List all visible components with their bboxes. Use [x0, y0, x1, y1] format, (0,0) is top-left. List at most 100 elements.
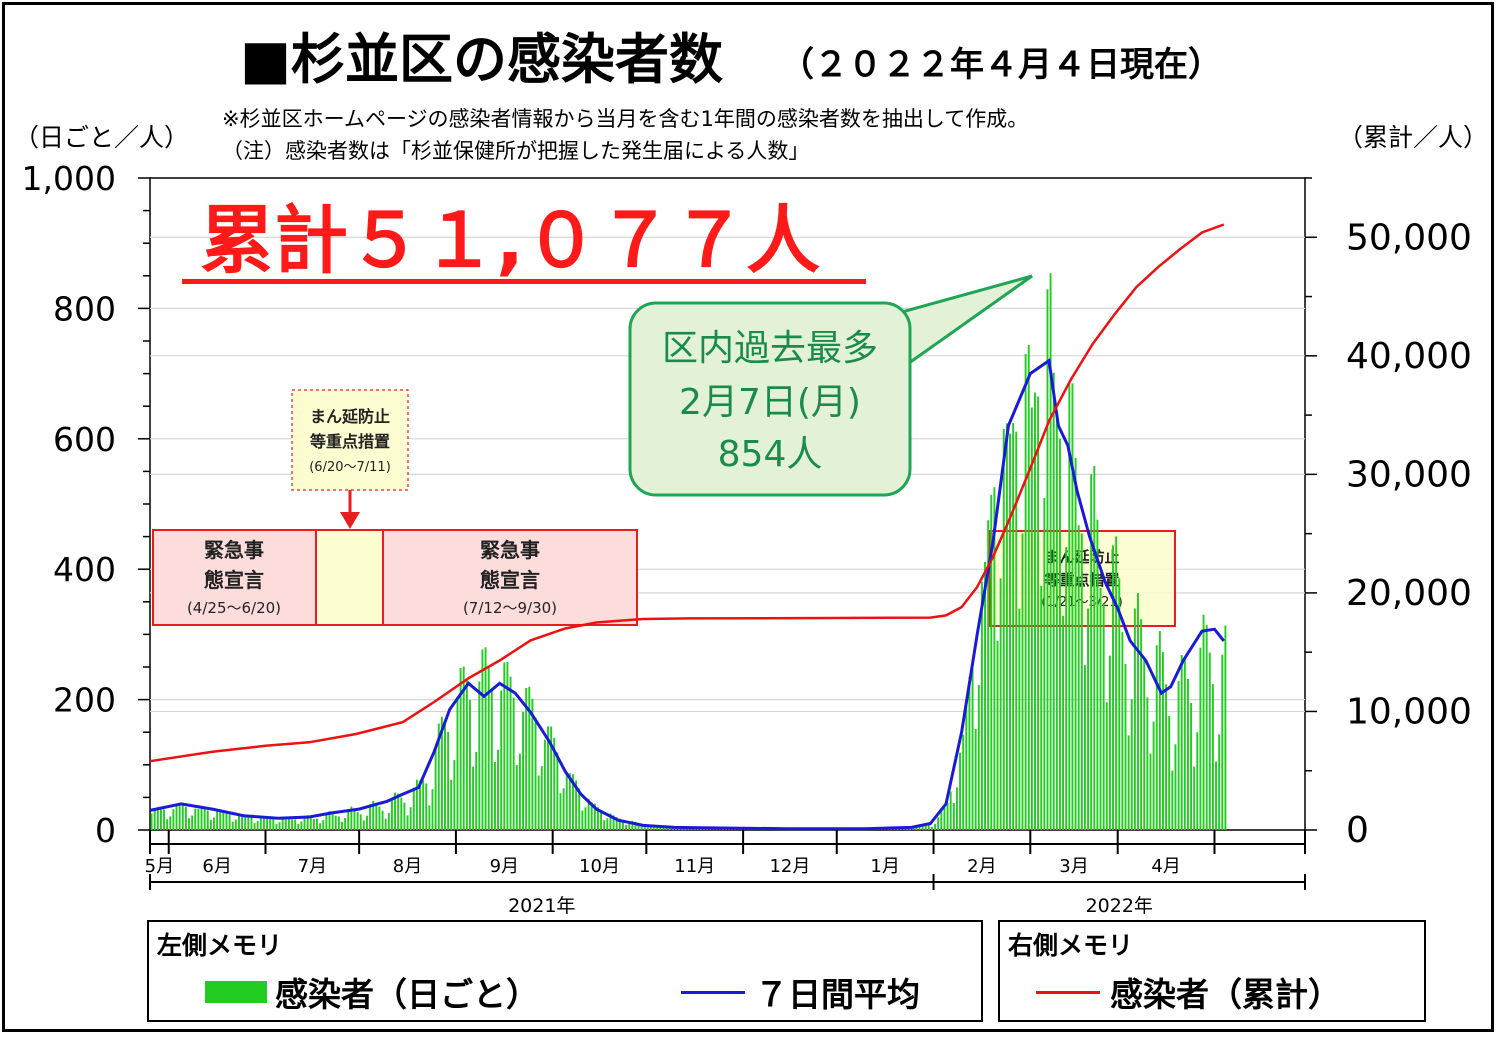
daily-bar: [291, 819, 293, 830]
daily-bar: [968, 676, 971, 830]
daily-bar: [1196, 732, 1199, 830]
daily-bar: [1034, 392, 1036, 830]
daily-bar: [1009, 433, 1011, 830]
daily-bar: [628, 823, 631, 830]
month-label: 10月: [579, 856, 620, 877]
daily-bar: [156, 807, 159, 830]
daily-bar: [178, 804, 181, 830]
daily-bar: [1118, 578, 1121, 830]
daily-bar: [615, 817, 618, 830]
daily-bar: [962, 734, 965, 830]
daily-bar: [1099, 587, 1102, 830]
total-label: 累計５１,０７７人: [200, 198, 820, 284]
daily-bar: [228, 814, 231, 830]
month-label: 9月: [490, 856, 519, 877]
daily-bar: [278, 822, 281, 830]
daily-bar: [294, 819, 297, 830]
daily-bar: [531, 698, 534, 830]
daily-bar: [990, 494, 993, 830]
daily-bar: [999, 578, 1002, 830]
daily-bar: [918, 825, 921, 830]
daily-bar: [375, 802, 378, 830]
daily-bar: [266, 818, 269, 830]
daily-bar: [303, 815, 306, 830]
peak-callout-box: [628, 301, 912, 497]
daily-bar: [646, 827, 649, 830]
daily-bar: [440, 716, 443, 830]
daily-bar: [528, 686, 531, 830]
month-label: 1月: [870, 856, 899, 877]
month-label: 3月: [1059, 856, 1088, 877]
daily-bar: [1080, 533, 1083, 830]
daily-bar: [1168, 716, 1171, 830]
daily-bar: [493, 762, 496, 830]
daily-bar: [671, 827, 674, 830]
daily-bar: [924, 824, 927, 830]
daily-bar: [350, 806, 353, 830]
month-label: 7月: [298, 856, 327, 877]
daily-bar: [1096, 519, 1099, 830]
axis-labels: 0 200 400 600 800 1,000 0 10,000 20,000 30,000 40,…: [22, 159, 1472, 917]
daily-bar: [1018, 608, 1021, 830]
daily-bar: [515, 765, 518, 830]
daily-bar: [909, 828, 912, 830]
daily-bar: [1149, 753, 1152, 830]
daily-bar: [593, 803, 596, 830]
daily-bar: [244, 816, 247, 830]
daily-bar: [1162, 652, 1164, 830]
daily-bar: [169, 816, 172, 830]
month-label: 6月: [202, 856, 231, 877]
daily-bar: [955, 787, 958, 830]
daily-bar: [934, 823, 937, 830]
daily-bar: [1049, 273, 1052, 830]
right-tick-label: 20,000: [1346, 573, 1472, 614]
month-label: 2月: [967, 856, 996, 877]
right-memo-label: 右側メモリ: [1008, 931, 1134, 960]
daily-bar: [475, 751, 478, 830]
left-tick-label: 1,000: [22, 159, 116, 198]
daily-bar: [394, 792, 397, 830]
daily-bar: [565, 773, 568, 830]
daily-bar: [447, 731, 450, 830]
daily-bar: [578, 788, 581, 830]
daily-bar: [952, 803, 955, 830]
daily-bar: [434, 747, 437, 830]
daily-bar: [887, 829, 890, 830]
daily-bar: [428, 805, 431, 830]
daily-bar: [1177, 681, 1180, 830]
daily-bar: [512, 697, 515, 830]
daily-bar: [1155, 645, 1158, 830]
daily-bar: [415, 779, 418, 830]
peak-callout-line3: 854人: [718, 434, 823, 475]
daily-bar: [1062, 615, 1065, 830]
daily-bar: [1074, 457, 1077, 830]
daily-bar: [912, 828, 915, 830]
daily-bar: [609, 813, 612, 830]
daily-bar: [425, 783, 428, 830]
daily-bar: [359, 814, 362, 830]
daily-bar: [353, 808, 356, 830]
daily-bar: [977, 684, 980, 830]
daily-bar: [965, 700, 968, 830]
left-tick-label: 600: [53, 420, 116, 459]
year-label: 2021年: [508, 895, 575, 917]
daily-bar: [959, 752, 962, 830]
daily-bar: [259, 816, 262, 830]
peak-callout-line1: 区内過去最多: [662, 328, 878, 369]
daily-bar: [362, 820, 365, 830]
daily-bar: [1215, 761, 1217, 830]
daily-bar: [1158, 631, 1161, 830]
daily-bar: [927, 824, 930, 830]
daily-bar: [587, 798, 590, 830]
daily-bar: [312, 819, 315, 830]
daily-bar: [568, 773, 571, 830]
period-label: 態宣言: [480, 568, 540, 592]
daily-bar: [596, 807, 599, 830]
daily-bar: [203, 808, 206, 830]
daily-bar: [309, 816, 312, 830]
daily-bar: [225, 812, 228, 830]
month-label: 4月: [1151, 856, 1180, 877]
daily-bar: [1040, 585, 1043, 830]
daily-bar: [559, 793, 562, 830]
